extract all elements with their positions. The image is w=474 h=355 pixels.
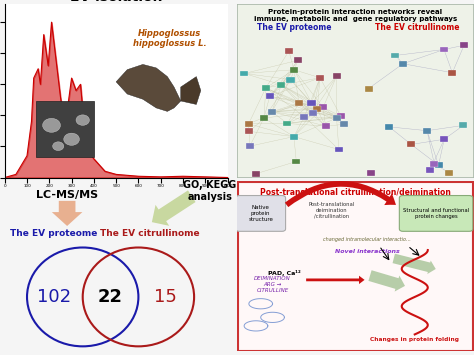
FancyBboxPatch shape [266,93,274,99]
FancyBboxPatch shape [268,109,276,115]
Text: LC-MS/MS: LC-MS/MS [36,190,98,200]
FancyBboxPatch shape [283,121,292,126]
Text: changed intramolecular interactio…: changed intramolecular interactio… [323,237,411,242]
FancyBboxPatch shape [308,100,316,106]
FancyBboxPatch shape [252,171,260,177]
Text: 22: 22 [98,288,123,306]
FancyBboxPatch shape [319,104,327,110]
FancyBboxPatch shape [316,75,324,81]
FancyBboxPatch shape [440,47,448,53]
Text: The EV proteome: The EV proteome [10,229,98,237]
Text: Native
protein
structure: Native protein structure [248,205,273,222]
FancyBboxPatch shape [286,77,294,82]
FancyArrowPatch shape [306,276,365,284]
Text: GO, KEGG
analysis: GO, KEGG analysis [183,180,237,202]
Text: Changes in protein folding: Changes in protein folding [370,337,459,342]
Circle shape [53,142,64,151]
FancyBboxPatch shape [337,113,345,119]
FancyBboxPatch shape [246,143,254,149]
FancyBboxPatch shape [237,4,474,178]
FancyBboxPatch shape [435,162,443,168]
FancyArrowPatch shape [368,270,405,291]
FancyBboxPatch shape [399,196,473,231]
FancyBboxPatch shape [313,106,321,112]
FancyBboxPatch shape [407,142,415,147]
Text: Post-translational citrullination/deimination: Post-translational citrullination/deimin… [260,188,451,197]
FancyBboxPatch shape [448,70,456,76]
FancyBboxPatch shape [430,161,438,167]
FancyBboxPatch shape [292,159,301,164]
FancyBboxPatch shape [260,115,268,121]
Text: The EV citrullinome: The EV citrullinome [100,229,200,237]
FancyBboxPatch shape [460,42,468,48]
Circle shape [43,118,61,132]
FancyBboxPatch shape [290,133,298,140]
Text: PAD, Ca¹²: PAD, Ca¹² [268,270,301,276]
Text: The EV citrullinome: The EV citrullinome [375,23,459,32]
Text: 15: 15 [154,288,177,306]
FancyBboxPatch shape [459,122,467,129]
Text: DEIMINATION
ARG →
CITRULLINE: DEIMINATION ARG → CITRULLINE [254,276,291,293]
Text: Novel interactions: Novel interactions [335,248,400,253]
FancyBboxPatch shape [399,61,407,67]
FancyBboxPatch shape [295,100,303,106]
FancyArrowPatch shape [52,201,82,226]
FancyArrowPatch shape [285,181,396,207]
FancyBboxPatch shape [333,73,341,80]
FancyBboxPatch shape [285,48,293,54]
Text: Protein-protein interaction networks reveal
immune, metabolic and  gene regulato: Protein-protein interaction networks rev… [254,9,457,22]
FancyBboxPatch shape [385,124,393,130]
FancyBboxPatch shape [277,82,285,88]
FancyBboxPatch shape [262,85,270,91]
FancyBboxPatch shape [309,110,317,115]
Circle shape [76,115,90,125]
FancyArrowPatch shape [152,190,196,226]
FancyBboxPatch shape [333,115,341,121]
Title: EV isolation: EV isolation [70,0,163,4]
FancyBboxPatch shape [423,128,431,133]
FancyBboxPatch shape [392,53,400,59]
Polygon shape [181,77,201,104]
Circle shape [64,133,79,145]
FancyBboxPatch shape [238,182,473,351]
FancyBboxPatch shape [245,129,253,135]
FancyBboxPatch shape [301,114,309,120]
FancyBboxPatch shape [367,170,375,176]
Text: Structural and functional
protein changes: Structural and functional protein change… [403,208,469,219]
FancyBboxPatch shape [245,121,253,127]
FancyBboxPatch shape [445,170,453,176]
FancyBboxPatch shape [36,101,94,157]
Polygon shape [116,65,181,111]
Text: Hippoglossus
hippoglossus L.: Hippoglossus hippoglossus L. [133,29,206,48]
FancyArrowPatch shape [392,254,436,274]
FancyBboxPatch shape [335,147,343,153]
FancyBboxPatch shape [321,123,329,129]
FancyBboxPatch shape [440,136,448,142]
FancyBboxPatch shape [426,167,434,173]
FancyBboxPatch shape [340,121,348,127]
FancyBboxPatch shape [365,86,373,92]
Text: 102: 102 [36,288,71,306]
FancyBboxPatch shape [290,67,298,73]
Text: The EV proteome: The EV proteome [256,23,331,32]
Text: Post-translational
deimination
/citrullination: Post-translational deimination /citrulli… [309,202,355,218]
FancyBboxPatch shape [294,58,302,63]
FancyBboxPatch shape [236,196,285,231]
FancyBboxPatch shape [240,71,248,76]
